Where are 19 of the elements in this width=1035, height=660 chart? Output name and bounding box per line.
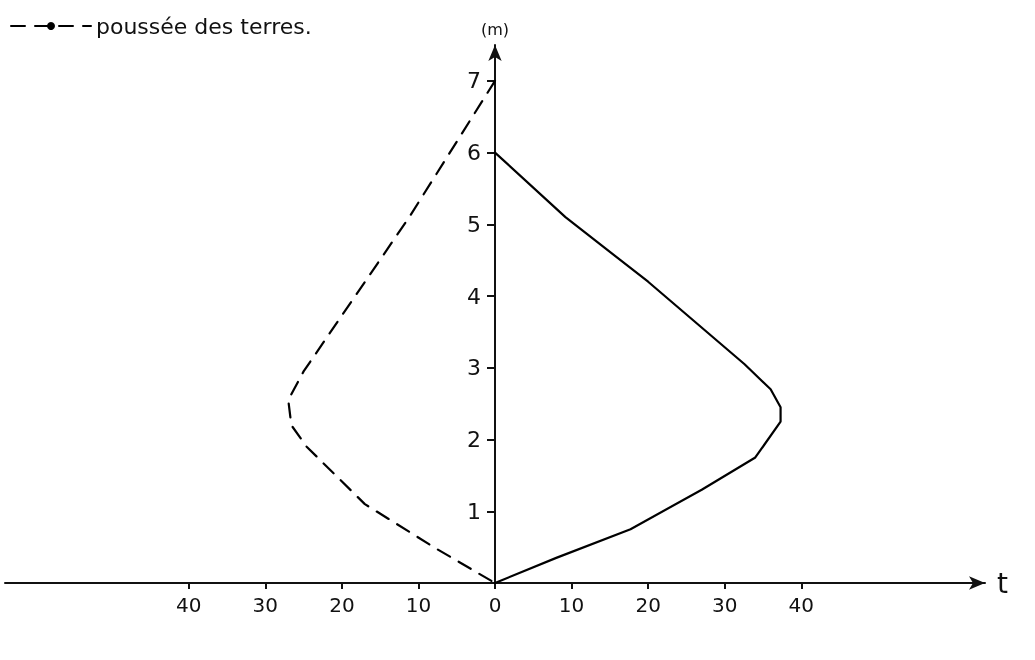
x-axis-title: t xyxy=(997,566,1008,600)
y-tick-label: 5 xyxy=(467,211,481,237)
y-tick-label: 6 xyxy=(467,140,481,166)
y-tick-label: 2 xyxy=(467,427,481,453)
x-tick-label: 20 xyxy=(635,593,661,617)
y-axis-title: (m) xyxy=(480,19,510,39)
x-tick-label: 30 xyxy=(711,593,738,617)
x-tick-label: 30 xyxy=(252,593,279,617)
y-tick-label: 7 xyxy=(467,68,481,94)
x-tick-label: 10 xyxy=(405,593,432,617)
x-tick-label: 20 xyxy=(329,593,355,617)
y-tick-label: 3 xyxy=(467,355,481,381)
x-tick-label: 40 xyxy=(788,593,814,617)
y-tick-label: 4 xyxy=(467,283,481,309)
x-tick-label: 40 xyxy=(176,593,202,617)
x-tick-label: 0 xyxy=(488,593,502,617)
legend-label: poussée des terres. xyxy=(96,13,312,39)
x-tick-label: 10 xyxy=(558,593,585,617)
y-tick-label: 1 xyxy=(467,498,481,524)
